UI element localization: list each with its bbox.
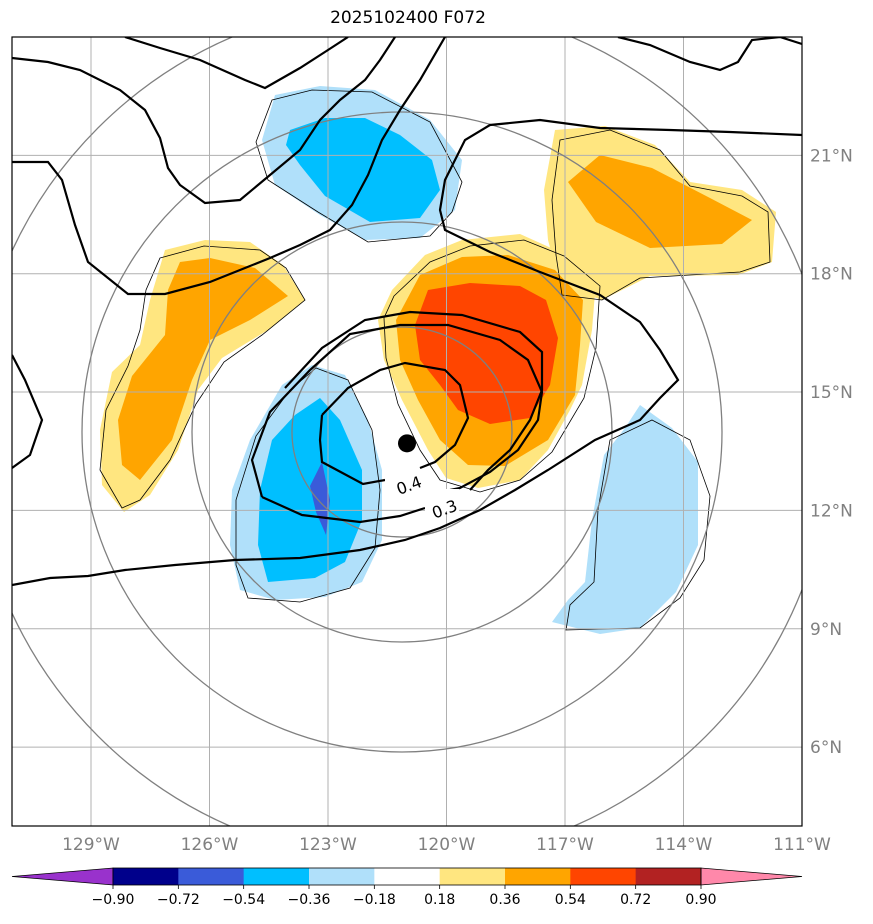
colorbar-extension-high [700,867,803,886]
outline-north [255,89,463,243]
colorbar-segment [635,868,702,885]
colorbar-segment [505,868,571,885]
colorbar-tick-label: −0.54 [222,892,265,908]
colorbar-segment [374,868,441,885]
lon-tick-label: 111°W [773,835,831,855]
lon-tick-label: 120°W [418,835,476,855]
contour-label-bg-1 [385,464,419,486]
colorbar-tick-label: 0.72 [620,892,651,908]
colorbar-tick-label: 0.54 [555,892,586,908]
map-area: 0.4 0.3 [12,37,802,826]
contour-northwest-3 [124,37,349,90]
colorbar-tick-label: 0.90 [685,892,716,908]
colorbar-segment [113,868,179,885]
storm-center-marker [398,434,416,453]
lon-tick-label: 123°W [299,835,357,855]
contour-inner-lower [318,414,386,486]
gridlines [12,37,802,826]
shade-center-red [415,283,558,424]
outline-sw [235,367,381,603]
contour-northwest-1 [12,37,446,296]
lon-tick-label: 117°W [536,835,594,855]
shade-ne-orange [568,155,752,248]
colorbar-tick-label: −0.90 [92,892,135,908]
lon-tick-label: 114°W [655,835,713,855]
lat-tick-label: 12°N [810,501,853,521]
colorbar: −0.90 −0.72 −0.54 −0.36 −0.18 0.18 0.36 0.54 0.7… [11,867,803,908]
contour-far-west [12,354,44,469]
contour-04 [250,323,544,498]
outline-west [99,245,306,509]
lat-tick-label: 18°N [810,265,853,285]
shade-se-light-blue [552,405,698,634]
lat-tick-label: 15°N [810,383,853,403]
contour-long-east [12,118,802,587]
contour-04-lower [261,495,426,524]
lon-tick-label: 129°W [62,835,120,855]
colorbar-tick-label: −0.72 [157,892,200,908]
colorbar-segment [439,868,506,885]
lon-tick-label: 126°W [181,835,239,855]
shading-outlines [99,89,771,631]
lat-tick-label: 6°N [810,738,842,758]
contour-inner [321,361,470,470]
chart-title: 2025102400 F072 [330,8,486,28]
range-ring-1 [291,326,513,538]
colorbar-segment [309,868,375,885]
colorbar-segment [178,868,245,885]
latitude-labels: 21°N 18°N 15°N 12°N 9°N 6°N [810,146,853,758]
colorbar-extension-low [11,867,114,886]
colorbar-tick-label: −0.18 [353,892,396,908]
map-frame [11,36,803,827]
colorbar-tick-label: −0.36 [288,892,331,908]
outline-ne [551,129,771,301]
contour-03 [284,310,544,491]
range-ring-3 [81,111,723,753]
colorbar-tick-label: 0.36 [489,892,520,908]
colorbar-frame [112,867,702,886]
longitude-labels: 129°W 126°W 123°W 120°W 117°W 114°W 111°W [62,835,831,855]
shade-west-orange [118,258,288,480]
colorbar-segment [570,868,637,885]
colorbar-tick-label: 0.18 [424,892,455,908]
shade-north-blue [286,118,440,222]
lat-tick-label: 21°N [810,146,853,166]
colorbar-segment [243,868,310,885]
lat-tick-label: 9°N [810,620,842,640]
outline-center [383,239,601,493]
contour-label-bg-2 [425,489,459,511]
contour-northwest-2 [12,37,396,205]
